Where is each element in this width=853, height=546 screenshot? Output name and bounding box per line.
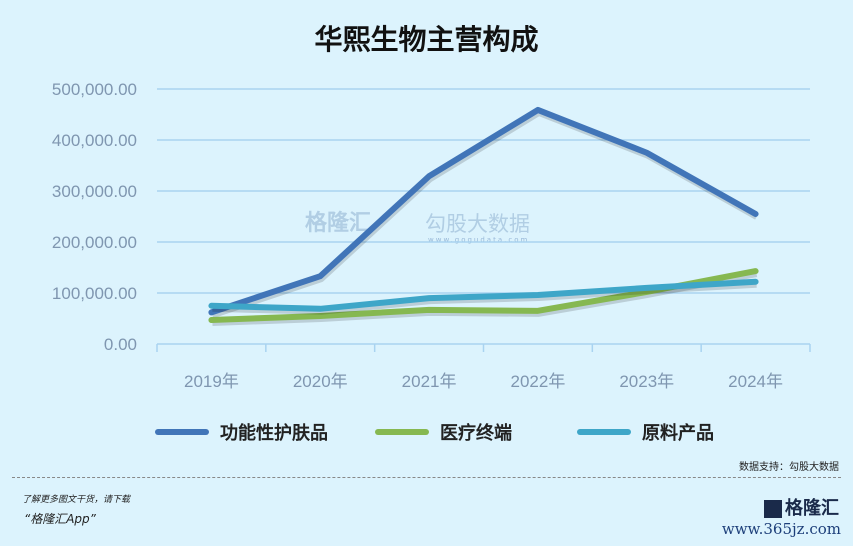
promo-text: 了解更多图文干货，请下载 <box>22 495 131 505</box>
y-tick-label: 0.00 <box>104 335 137 354</box>
x-tick-label: 2020年 <box>293 372 348 391</box>
y-tick-label: 400,000.00 <box>52 131 137 150</box>
y-tick-label: 500,000.00 <box>52 80 137 99</box>
x-tick-label: 2021年 <box>402 372 457 391</box>
watermark-brand: 格隆汇 <box>305 211 372 236</box>
chart-title: 华熙生物主营构成 <box>314 23 539 56</box>
series-line-2 <box>208 278 759 312</box>
legend-label: 医疗终端 <box>440 422 512 444</box>
logo-icon <box>764 500 782 518</box>
app-name: “格隆汇App” <box>24 512 96 526</box>
x-tick-label: 2023年 <box>619 372 674 391</box>
site-url: www.365jz.com <box>721 520 841 538</box>
x-tick-label: 2024年 <box>728 372 783 391</box>
logo: 格隆汇 <box>764 494 839 520</box>
x-tick-label: 2019年 <box>184 372 239 391</box>
x-tick-label: 2022年 <box>511 372 566 391</box>
watermark-url: www.gogudata.com <box>428 236 530 244</box>
logo-text: 格隆汇 <box>785 498 839 519</box>
watermark-data: 勾股大数据 <box>425 212 530 236</box>
y-tick-label: 100,000.00 <box>52 284 137 303</box>
legend-label: 功能性护肤品 <box>220 422 328 444</box>
y-tick-label: 300,000.00 <box>52 182 137 201</box>
data-source: 数据支持：勾股大数据 <box>739 462 839 473</box>
y-tick-label: 200,000.00 <box>52 233 137 252</box>
legend-label: 原料产品 <box>642 422 714 444</box>
footer-divider <box>12 477 841 478</box>
series-line-0 <box>208 106 759 316</box>
